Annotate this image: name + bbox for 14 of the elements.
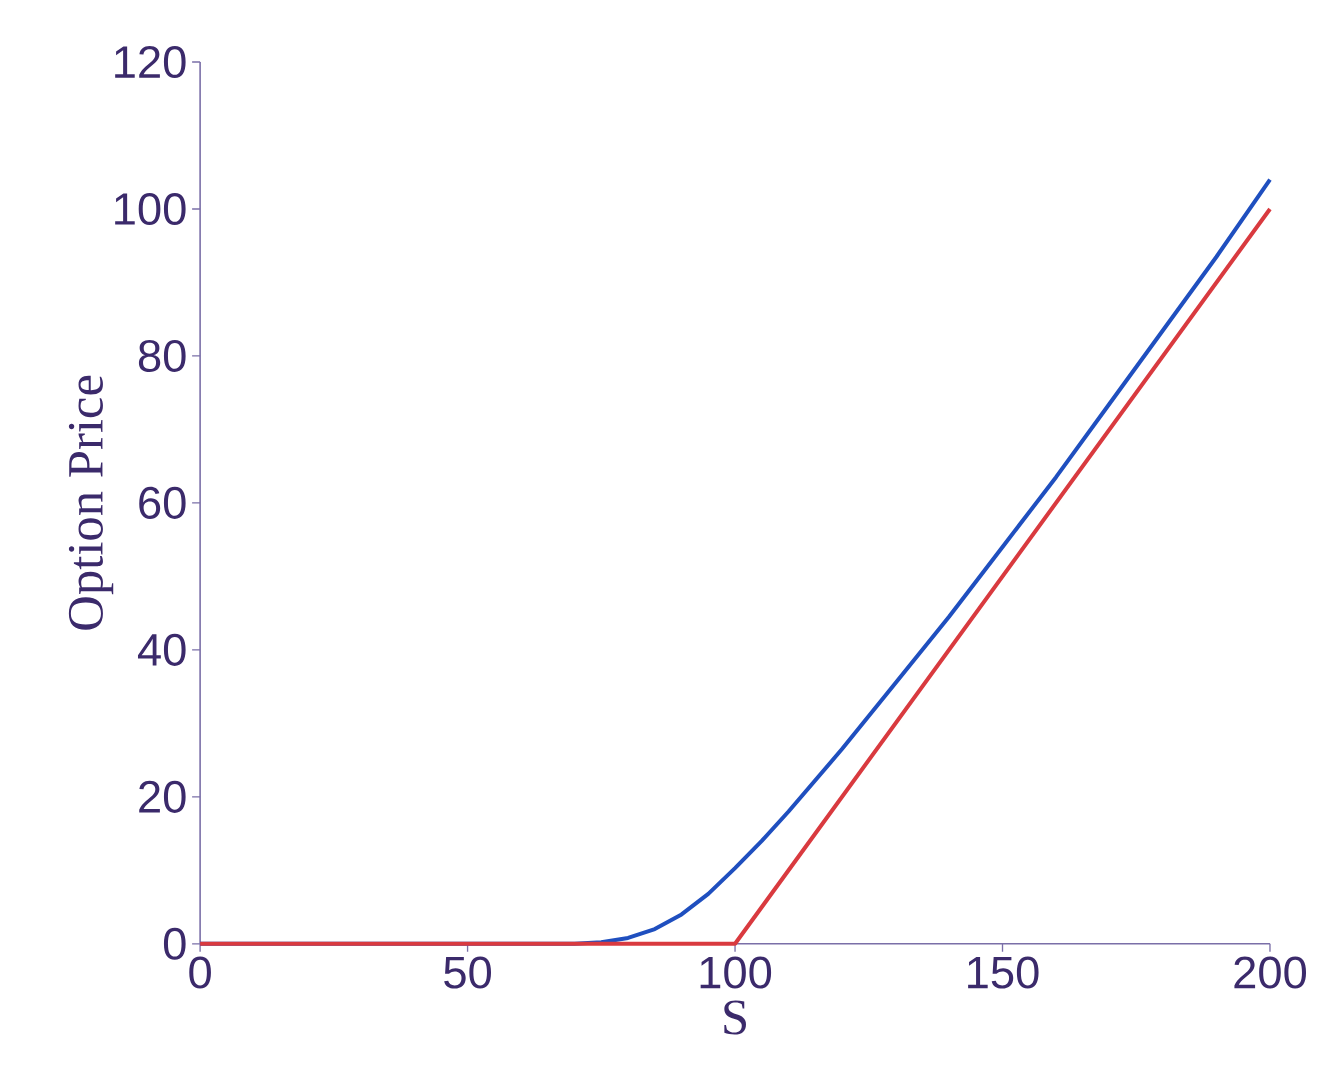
x-tick-label: 50 <box>444 956 492 989</box>
x-axis-title: S <box>724 1000 746 1035</box>
x-tick-label: 0 <box>189 956 211 989</box>
x-tick-label: 150 <box>968 956 1039 989</box>
x-tick-label: 200 <box>1234 956 1307 989</box>
y-tick-label: 0 <box>163 927 186 960</box>
y-axis-title: Option Price <box>68 375 114 630</box>
x-tick-label: 100 <box>700 956 772 989</box>
y-tick-label: 60 <box>139 486 186 520</box>
y-tick-label: 120 <box>115 46 186 79</box>
y-tick-label: 40 <box>137 633 186 666</box>
y-tick-label: 80 <box>138 339 186 373</box>
y-tick-label: 100 <box>115 192 186 226</box>
y-tick-label: 20 <box>139 780 186 813</box>
